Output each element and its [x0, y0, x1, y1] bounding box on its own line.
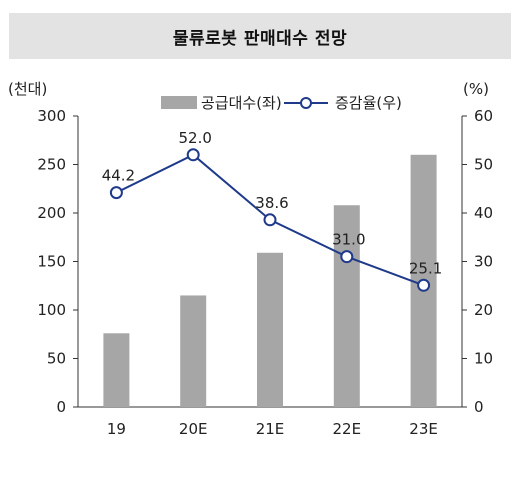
bar-series — [103, 154, 437, 407]
bar — [180, 295, 207, 407]
x-tick-label: 23E — [409, 420, 438, 438]
data-label: 52.0 — [178, 129, 211, 147]
line-point — [263, 213, 277, 227]
legend-line-label: 증감율(우) — [335, 94, 402, 112]
line-point — [109, 186, 123, 200]
bar — [257, 252, 283, 407]
left-tick-label: 0 — [56, 398, 66, 416]
line-point — [340, 250, 354, 264]
left-tick-label: 100 — [37, 301, 66, 319]
chart-title: 물류로봇 판매대수 전망 — [172, 28, 348, 49]
right-tick-label: 60 — [474, 107, 493, 125]
right-axis-unit: (%) — [463, 80, 489, 98]
x-tick-label: 20E — [179, 420, 208, 438]
data-label: 44.2 — [102, 167, 135, 185]
data-label: 25.1 — [409, 259, 442, 277]
legend-bar-label: 공급대수(좌) — [201, 94, 282, 112]
left-tick-label: 150 — [37, 253, 66, 271]
chart-title-bar: 물류로봇 판매대수 전망 — [9, 13, 511, 59]
x-tick-label: 21E — [256, 420, 285, 438]
x-tick-label: 22E — [333, 420, 362, 438]
data-label: 31.0 — [332, 231, 365, 249]
x-axis-ticks: 19 20E 21E 22E 23E — [107, 420, 438, 438]
legend-line-marker — [300, 97, 312, 109]
right-tick-label: 50 — [474, 156, 493, 174]
left-tick-label: 250 — [37, 156, 66, 174]
data-label: 38.6 — [255, 194, 288, 212]
left-axis-unit: (천대) — [8, 80, 47, 98]
line-point — [417, 278, 431, 292]
line-point — [186, 148, 200, 162]
right-tick-label: 30 — [474, 253, 493, 271]
right-tick-label: 10 — [474, 350, 493, 368]
bar — [103, 333, 130, 407]
legend: 공급대수(좌) 증감율(우) — [161, 94, 402, 112]
right-tick-label: 40 — [474, 204, 493, 222]
axes: 0 50 100 150 200 250 300 0 10 20 30 40 50 60 — [37, 107, 493, 416]
line-series: 44.2 52.0 38.6 31.0 25.1 — [102, 129, 442, 292]
left-tick-label: 50 — [47, 350, 66, 368]
left-tick-label: 200 — [37, 204, 66, 222]
bar — [333, 205, 360, 407]
left-tick-label: 300 — [37, 107, 66, 125]
right-tick-label: 20 — [474, 301, 493, 319]
right-tick-label: 0 — [474, 398, 484, 416]
legend-bar-swatch — [161, 96, 197, 109]
x-tick-label: 19 — [107, 420, 126, 438]
